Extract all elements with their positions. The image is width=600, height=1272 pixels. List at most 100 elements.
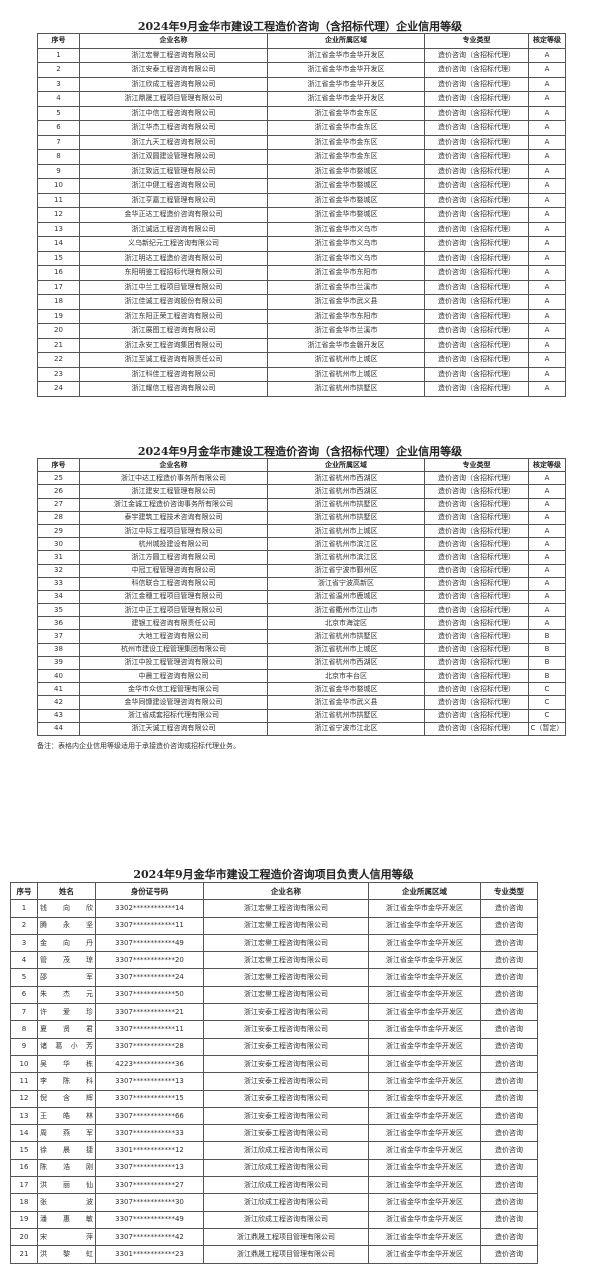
- table-cell: 许爱珍: [37, 1003, 96, 1022]
- table-cell: 金华市众信工程管理有限公司: [79, 682, 268, 697]
- table-cell: 浙江华杰工程咨询有限公司: [79, 120, 268, 136]
- table-cell: 浙江欣成工程咨询有限公司: [203, 1141, 369, 1160]
- table-cell: 30: [37, 537, 80, 552]
- table-row: 12 金华正达工程造价咨询有限公司 浙江省金华市婺城区 造价咨询（含招标代理） A: [37, 207, 566, 223]
- table-cell: 36: [37, 616, 80, 631]
- table-row: 44 浙江天诚工程咨询有限公司 浙江省宁波市江北区 造价咨询（含招标代理） C（暂定）: [37, 721, 566, 736]
- table-cell: 浙江欣成工程咨询有限公司: [203, 1158, 369, 1178]
- table-row: 4 浙江鼎晟工程项目管理有限公司 浙江省金华市金华开发区 造价咨询（含招标代理） A: [37, 91, 566, 107]
- table-cell: 浙江省金华市金华开发区: [368, 899, 481, 918]
- table-cell: 北京市海淀区: [267, 616, 425, 631]
- table-cell: 造价咨询（含招标代理）: [424, 163, 529, 179]
- table-cell: 浙江省杭州市上城区: [267, 352, 425, 368]
- table-cell: 科信联合工程咨询有限公司: [79, 576, 268, 591]
- table-cell: 浙江省杭州市拱墅区: [267, 708, 425, 723]
- table-cell: C: [528, 682, 566, 697]
- table-cell: 4223************36: [95, 1054, 204, 1074]
- table-cell: 8: [10, 1020, 38, 1039]
- table-cell: 浙江省杭州市西湖区: [267, 471, 425, 486]
- table-cell: A: [528, 207, 566, 223]
- table-cell: 14: [10, 1124, 38, 1143]
- table-cell: 13: [37, 221, 80, 237]
- table-cell: A: [528, 366, 566, 382]
- table-cell: 浙江省金华市金华开发区: [267, 62, 425, 78]
- table-row: 7 浙江九天工程咨询有限公司 浙江省金华市金东区 造价咨询（含招标代理） A: [37, 134, 566, 150]
- table-cell: A: [528, 47, 566, 63]
- table-cell: A: [528, 91, 566, 107]
- table-row: 40 中晨工程咨询有限公司 北京市丰台区 造价咨询（含招标代理） B: [37, 668, 566, 684]
- table-cell: 浙江省杭州市上城区: [267, 642, 425, 657]
- person-name: 王皓林: [40, 1111, 93, 1120]
- table-cell: 浙江省宁波市江北区: [267, 721, 425, 736]
- table-row: 32 中冠工程管理咨询有限公司 浙江省宁波市鄞州区 造价咨询（含招标代理） A: [37, 563, 566, 578]
- table-cell: 造价咨询: [480, 1158, 538, 1178]
- table-cell: 21: [37, 337, 80, 353]
- table-cell: A: [528, 471, 566, 486]
- table-row: 2 腾永坚 3307************11 浙江宏譽工程咨询有限公司 浙江省金华市…: [10, 916, 538, 935]
- table-cell: 造价咨询（含招标代理）: [424, 589, 529, 605]
- table-cell: 15: [10, 1141, 38, 1160]
- table-cell: 造价咨询（含招标代理）: [424, 265, 529, 281]
- table-cell: 浙江省金华市金华开发区: [368, 1227, 481, 1247]
- table-cell: 浙江省金华市金东区: [267, 120, 425, 136]
- table-cell: 陈浩刚: [37, 1158, 96, 1178]
- table-cell: 浙江宏譽工程咨询有限公司: [203, 951, 369, 970]
- table-cell: A: [528, 537, 566, 552]
- table-cell: 义乌新纪元工程咨询有限公司: [79, 236, 268, 252]
- table-cell: 2: [10, 916, 38, 935]
- table-cell: 造价咨询（含招标代理）: [424, 366, 529, 382]
- person-name: 夏贤君: [40, 1025, 93, 1034]
- table-cell: 4: [10, 951, 38, 970]
- table-cell: 浙江欣成工程咨询有限公司: [79, 76, 268, 92]
- table-cell: 浙江亨嘉工程管理有限公司: [79, 192, 268, 208]
- table-cell: 洪丽仙: [37, 1176, 96, 1195]
- person-name: 洪黎虹: [40, 1249, 93, 1258]
- table-cell: 3: [37, 76, 80, 92]
- table-cell: 浙江省金华市金华开发区: [368, 1072, 481, 1091]
- table-cell: 浙江中信工程咨询有限公司: [79, 105, 268, 121]
- table-row: 15 浙江明达工程造价咨询有限公司 浙江省金华市义乌市 造价咨询（含招标代理） A: [37, 250, 566, 266]
- table-cell: 造价咨询（含招标代理）: [424, 178, 529, 194]
- table-cell: 浙江金穗工程项目管理有限公司: [79, 589, 268, 605]
- table-cell: A: [528, 192, 566, 208]
- column-header: 专业类型: [424, 457, 529, 473]
- table-cell: 3301************23: [95, 1245, 204, 1264]
- table-cell: 1: [37, 47, 80, 63]
- table-cell: 26: [37, 484, 80, 499]
- table-cell: 12: [10, 1089, 38, 1108]
- table-cell: 浙江省金华市金华开发区: [368, 1141, 481, 1160]
- table-cell: 浙江宏譽工程咨询有限公司: [203, 899, 369, 918]
- table-cell: A: [528, 550, 566, 565]
- table-row: 33 科信联合工程咨询有限公司 浙江省宁波高新区 造价咨询（含招标代理） A: [37, 576, 566, 591]
- column-header: 企业所属区域: [267, 33, 425, 49]
- table-row: 18 浙江佳诚工程咨询股份有限公司 浙江省金华市武义县 造价咨询（含招标代理） A: [37, 294, 566, 310]
- table-cell: 3: [10, 933, 38, 953]
- table-cell: 浙江省金华市金东区: [267, 105, 425, 121]
- table-cell: 造价咨询（含招标代理）: [424, 563, 529, 578]
- table-note: 备注：表格内企业信用等级适用于承接造价咨询或招标代理业务。: [37, 742, 240, 750]
- table-row: 13 王皓林 3307************66 浙江安泰工程咨询有限公司 浙江省金华…: [10, 1106, 538, 1126]
- table-cell: A: [528, 510, 566, 525]
- table-cell: 浙江鼎晟工程项目管理有限公司: [203, 1227, 369, 1247]
- table-cell: 造价咨询（含招标代理）: [424, 721, 529, 736]
- table-cell: 3307************15: [95, 1089, 204, 1108]
- table-row: 6 浙江华杰工程咨询有限公司 浙江省金华市金东区 造价咨询（含招标代理） A: [37, 120, 566, 136]
- table-cell: 22: [37, 352, 80, 368]
- table-row: 17 洪丽仙 3307************27 浙江欣成工程咨询有限公司 浙江省金华…: [10, 1176, 538, 1195]
- table-cell: 16: [37, 265, 80, 281]
- table-row: 22 浙江至诚工程咨询有限责任公司 浙江省杭州市上城区 造价咨询（含招标代理） A: [37, 352, 566, 368]
- table-cell: 潘惠敏: [37, 1210, 96, 1229]
- table-row: 3 金向丹 3307************49 浙江宏譽工程咨询有限公司 浙江省金华市…: [10, 933, 538, 953]
- table-cell: 造价咨询（含招标代理）: [424, 668, 529, 684]
- table-row: 12 倪含辉 3307************15 浙江安泰工程咨询有限公司 浙江省金华…: [10, 1089, 538, 1108]
- table-cell: 浙江中投工程管理咨询有限公司: [79, 655, 268, 671]
- table-cell: 20: [37, 323, 80, 339]
- table-cell: 浙江省金华市金华开发区: [368, 1193, 481, 1212]
- table-row: 3 浙江欣成工程咨询有限公司 浙江省金华市金华开发区 造价咨询（含招标代理） A: [37, 76, 566, 92]
- table-cell: 造价咨询（含招标代理）: [424, 337, 529, 353]
- table-cell: C: [528, 708, 566, 723]
- table-cell: 造价咨询（含招标代理）: [424, 62, 529, 78]
- table-cell: 管茂琼: [37, 951, 96, 970]
- table-cell: 29: [37, 523, 80, 539]
- table-cell: 造价咨询（含招标代理）: [424, 576, 529, 591]
